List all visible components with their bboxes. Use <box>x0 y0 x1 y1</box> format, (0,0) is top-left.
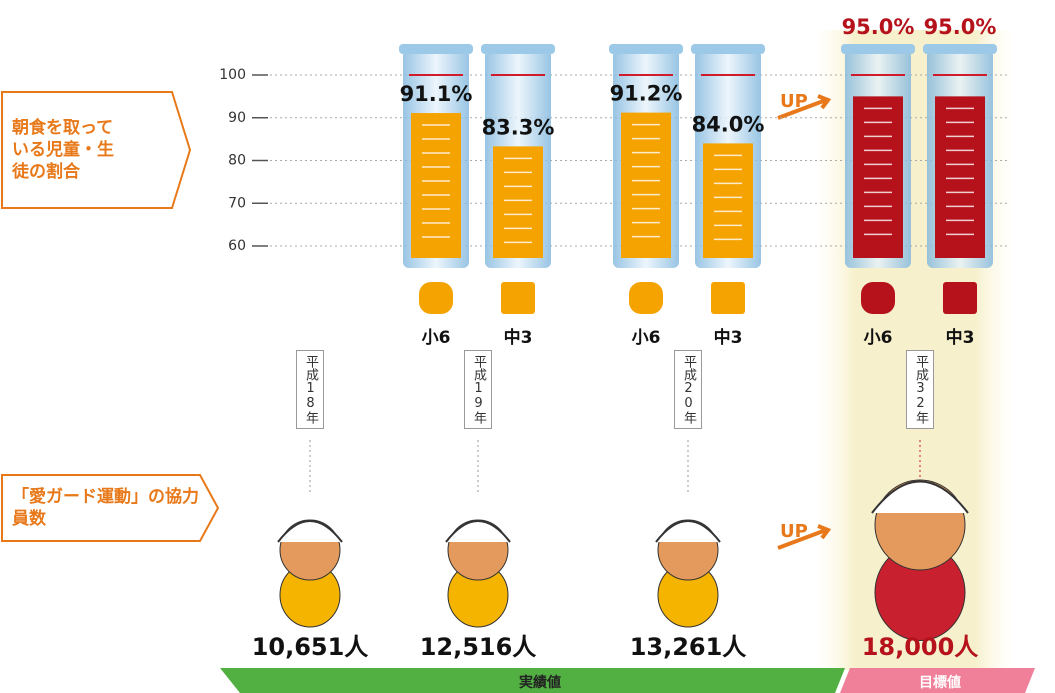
value-label: 95.0% <box>842 15 915 39</box>
year-label: 平成20年 <box>674 350 702 429</box>
y-tick-label: 80 <box>228 153 246 169</box>
category-label: 中3 <box>714 327 743 348</box>
bag-icon <box>711 282 745 314</box>
category-label: 小6 <box>632 328 661 348</box>
y-tick-label: 90 <box>228 110 246 126</box>
count-label: 10,651人 <box>252 633 369 661</box>
y-axis-label: 朝食を取っている児童・生徒の割合 <box>12 117 124 183</box>
bag-icon <box>419 282 453 314</box>
bar <box>411 113 461 258</box>
value-label: 91.2% <box>610 82 683 106</box>
actual-label: 実績値 <box>519 674 561 691</box>
y-tick-label: 60 <box>228 238 246 254</box>
infographic: 実績値 目標値 UP UP 60 70 80 90 100 10,651人 91.1% 小6 8… <box>0 0 1055 693</box>
up-label: UP <box>780 521 808 542</box>
tube-rim <box>841 44 915 54</box>
chart: 実績値 目標値 UP UP 60 70 80 90 100 10,651人 91.1% 小6 8… <box>0 0 1055 693</box>
bar <box>493 146 543 258</box>
category-label: 小6 <box>422 328 451 348</box>
bag-icon <box>501 282 535 314</box>
bag-icon <box>943 282 977 314</box>
tube-rim <box>609 44 683 54</box>
category-label: 中3 <box>946 327 975 348</box>
tube-rim <box>923 44 997 54</box>
bag-icon <box>629 282 663 314</box>
mascot-headgear <box>278 521 342 542</box>
mascot-headgear <box>446 521 510 542</box>
value-label: 95.0% <box>924 15 997 39</box>
count-label: 12,516人 <box>420 633 537 661</box>
tube-rim <box>399 44 473 54</box>
year-label: 平成18年 <box>296 350 324 429</box>
tube-rim <box>691 44 765 54</box>
count-label: 18,000人 <box>862 633 979 661</box>
year-label: 平成19年 <box>464 350 492 429</box>
target-label: 目標値 <box>919 674 961 691</box>
y-tick-label: 70 <box>228 195 246 211</box>
bag-icon <box>861 282 895 314</box>
up-label: UP <box>780 91 808 112</box>
value-label: 91.1% <box>400 82 473 106</box>
category-label: 小6 <box>864 328 893 348</box>
count-label: 13,261人 <box>630 633 747 661</box>
counts-label: 「愛ガード運動」の協力員数 <box>12 486 212 530</box>
category-label: 中3 <box>504 327 533 348</box>
value-label: 83.3% <box>482 115 555 139</box>
year-label: 平成32年 <box>906 350 934 429</box>
value-label: 84.0% <box>692 112 765 136</box>
mascot-headgear <box>656 521 720 542</box>
bar <box>703 143 753 258</box>
y-tick-label: 100 <box>219 67 246 83</box>
tube-rim <box>481 44 555 54</box>
